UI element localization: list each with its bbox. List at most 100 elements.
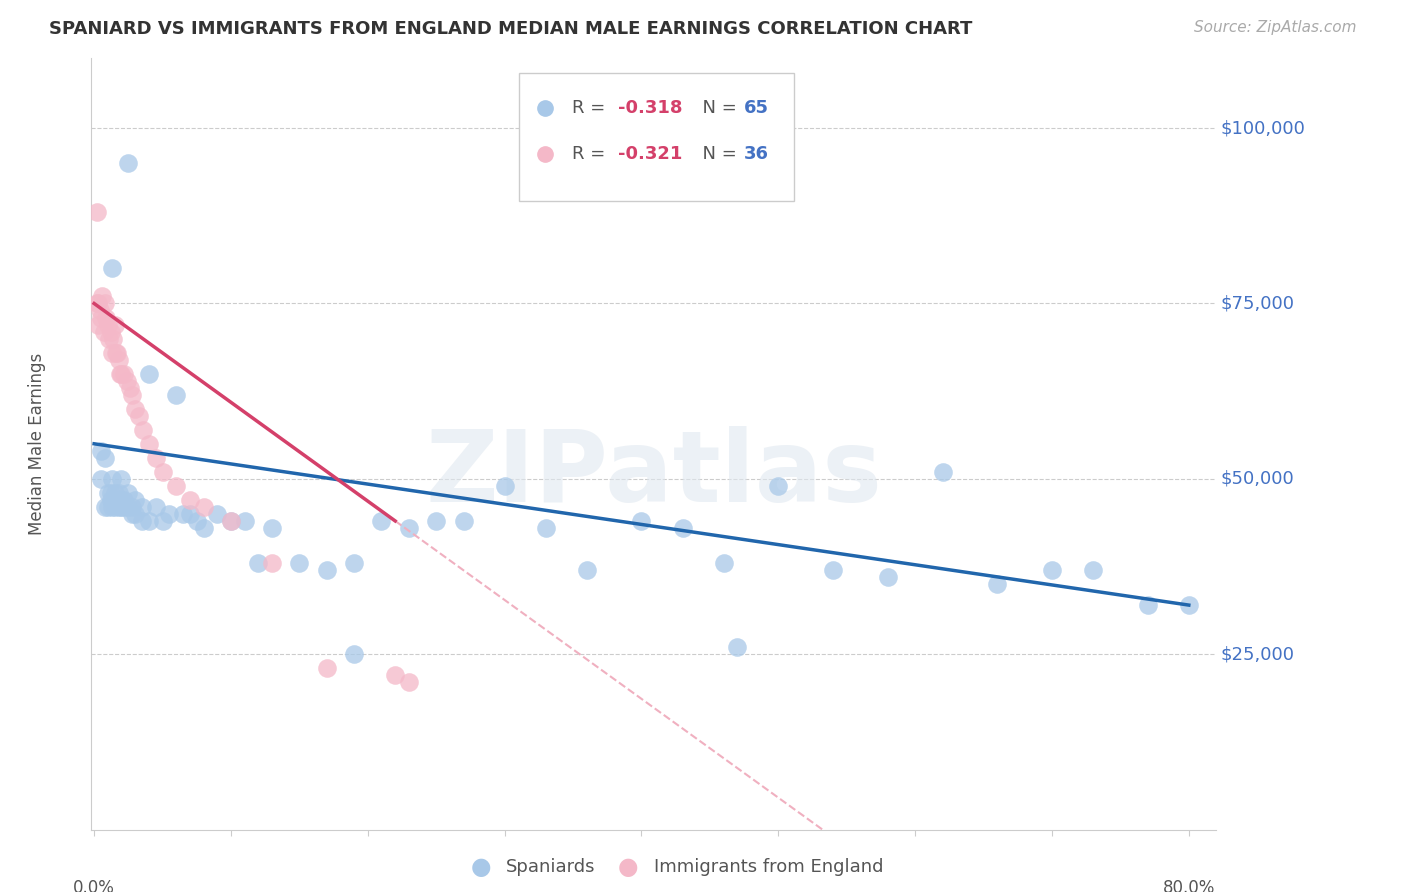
Text: N =: N = [690,145,742,163]
Point [110,367,132,381]
Point [128,409,150,423]
Point [260,521,283,535]
Text: ZIPatlas: ZIPatlas [426,426,882,523]
Point [107,486,129,500]
Point [97,318,120,332]
Point [87,296,110,310]
Text: -0.318: -0.318 [617,99,682,117]
Point [131,500,153,514]
Point [233,514,256,528]
Point [425,514,447,528]
Point [671,521,693,535]
Text: 65: 65 [744,99,769,117]
Point [370,514,392,528]
Point [343,647,366,661]
Text: Median Male Earnings: Median Male Earnings [28,352,46,535]
Point [91,289,114,303]
Point [97,486,120,500]
Text: Source: ZipAtlas.com: Source: ZipAtlas.com [1194,20,1357,35]
Point [94,500,117,514]
Text: $75,000: $75,000 [1220,294,1295,312]
Point [110,492,132,507]
Point [179,507,201,521]
Point [186,514,208,528]
Point [288,556,311,570]
Point [117,486,139,500]
Point [104,492,127,507]
Point [124,507,146,521]
Point [1136,598,1159,612]
Point [138,514,160,528]
Point [112,500,135,514]
Point [89,303,111,318]
Point [725,640,748,655]
Point [768,479,790,493]
Text: ●: ● [619,855,638,879]
Point [121,507,143,521]
Point [315,661,337,675]
Text: ●: ● [471,855,491,879]
Point [121,500,143,514]
Point [343,556,366,570]
Point [112,367,135,381]
Point [118,381,141,395]
Point [876,570,898,584]
Point [107,500,129,514]
Point [100,486,122,500]
Point [1040,563,1063,577]
Point [931,465,953,479]
Point [630,514,652,528]
Point [145,500,167,514]
Point [110,500,132,514]
Point [124,401,146,416]
Point [105,345,128,359]
Text: R =: R = [572,145,610,163]
Point [104,500,127,514]
Point [131,514,153,528]
Text: 36: 36 [744,145,769,163]
Point [101,345,124,359]
Point [117,500,139,514]
Point [98,332,121,346]
Text: SPANIARD VS IMMIGRANTS FROM ENGLAND MEDIAN MALE EARNINGS CORRELATION CHART: SPANIARD VS IMMIGRANTS FROM ENGLAND MEDI… [49,20,973,37]
Text: $25,000: $25,000 [1220,645,1295,663]
Point [260,556,283,570]
Point [179,492,201,507]
Point [157,507,180,521]
Point [165,479,187,493]
Point [94,450,117,465]
Point [104,318,127,332]
Point [100,325,122,339]
Point [247,556,270,570]
Point [100,492,122,507]
Point [108,367,131,381]
Point [107,352,129,367]
Point [152,465,174,479]
Point [165,387,187,401]
Text: R =: R = [572,99,610,117]
FancyBboxPatch shape [519,73,794,201]
Point [494,479,516,493]
Point [152,514,174,528]
Point [104,486,127,500]
Point [219,514,242,528]
Point [96,310,118,325]
Point [138,367,160,381]
Text: Spaniards: Spaniards [506,858,596,876]
Point [384,668,406,682]
Point [1178,598,1201,612]
Point [132,423,155,437]
Point [534,521,557,535]
Text: Immigrants from England: Immigrants from England [654,858,883,876]
Point [986,577,1008,591]
Point [821,563,844,577]
Point [101,500,124,514]
Point [101,472,124,486]
Text: N =: N = [690,99,742,117]
Point [315,563,337,577]
Text: $50,000: $50,000 [1220,470,1294,488]
Point [207,507,229,521]
Point [124,492,146,507]
Point [172,507,194,521]
Point [87,318,110,332]
